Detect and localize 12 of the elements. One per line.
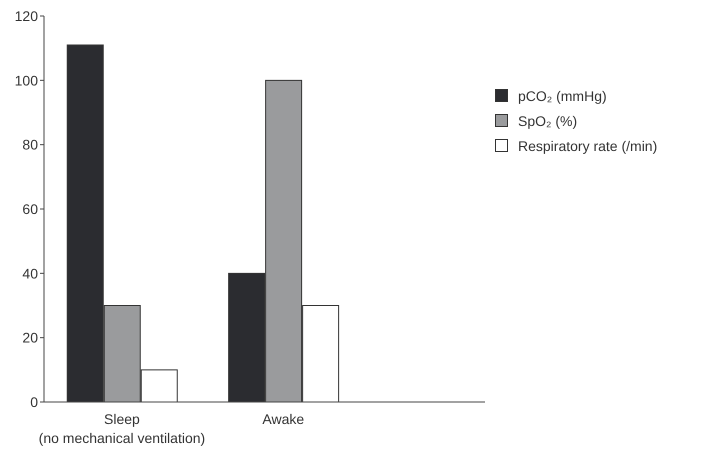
x-tick-label: Awake (262, 411, 304, 427)
y-tick-label: 60 (22, 200, 38, 217)
y-tick-label: 100 (14, 72, 38, 88)
y-tick-label: 40 (22, 265, 38, 282)
y-tick-label: 120 (14, 8, 38, 24)
y-tick-label: 20 (22, 330, 38, 346)
x-tick-label: Sleep (no mechanical ventilation) (38, 411, 206, 446)
legend-label: pCO₂ (mmHg) (518, 88, 607, 104)
legend-label: Respiratory rate (/min) (518, 138, 658, 154)
y-tick-label: 0 (30, 394, 38, 410)
y-tick-label: 80 (22, 136, 38, 153)
legend-label: SpO₂ (%) (518, 112, 578, 128)
